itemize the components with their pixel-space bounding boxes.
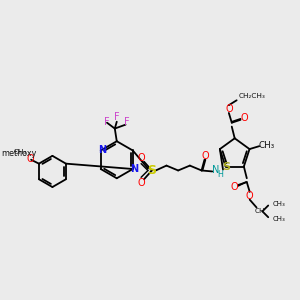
Text: N: N — [212, 166, 220, 176]
Text: O: O — [137, 153, 145, 163]
Text: methoxy: methoxy — [2, 149, 37, 158]
Text: O: O — [246, 191, 253, 201]
Text: CH₃: CH₃ — [272, 201, 285, 207]
Text: O: O — [225, 104, 233, 114]
Text: CH₃: CH₃ — [272, 216, 285, 222]
Text: F: F — [104, 117, 110, 127]
Text: S: S — [147, 164, 156, 177]
Text: N: N — [98, 146, 106, 155]
Text: CH₃: CH₃ — [14, 149, 27, 155]
Text: F: F — [114, 112, 120, 122]
Text: N: N — [130, 164, 138, 174]
Text: O: O — [241, 113, 248, 123]
Text: CH₃: CH₃ — [259, 141, 275, 150]
Text: CH: CH — [254, 208, 265, 214]
Text: O: O — [202, 151, 209, 161]
Text: CH₂CH₃: CH₂CH₃ — [238, 93, 266, 99]
Text: S: S — [223, 161, 230, 172]
Text: F: F — [124, 117, 129, 127]
Text: H: H — [217, 170, 223, 179]
Text: O: O — [230, 182, 238, 192]
Text: O: O — [26, 154, 34, 164]
Text: O: O — [137, 178, 145, 188]
